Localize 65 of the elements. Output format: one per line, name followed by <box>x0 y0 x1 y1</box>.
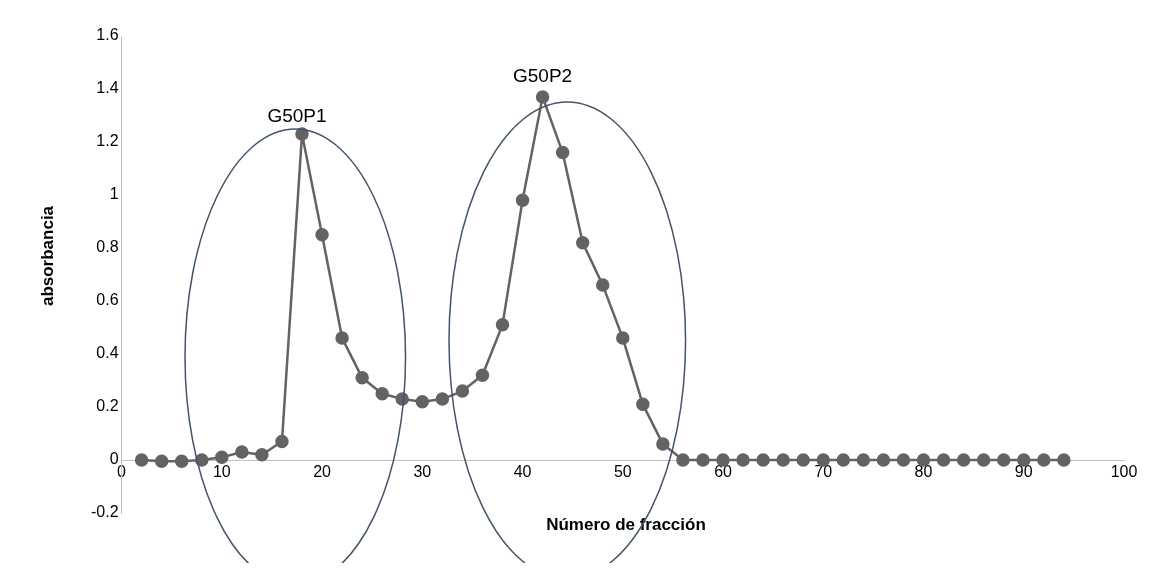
annotation: G50P2 <box>513 64 573 86</box>
point <box>796 453 810 467</box>
point <box>134 453 149 467</box>
point <box>495 318 510 332</box>
point <box>555 145 570 160</box>
point <box>215 450 229 465</box>
point <box>455 384 470 398</box>
y-tick-label: 1 <box>109 185 119 203</box>
y-axis-title: absorbancia <box>38 205 58 306</box>
x-tick-label: 50 <box>613 463 632 481</box>
point <box>856 453 871 467</box>
x-tick-label: 80 <box>914 463 933 481</box>
annotation: G50P1 <box>267 105 327 127</box>
point <box>475 368 490 382</box>
x-tick-label: 10 <box>212 463 231 481</box>
x-tick-label: 60 <box>714 463 733 481</box>
point <box>295 127 309 141</box>
point <box>756 453 770 467</box>
point <box>836 453 851 467</box>
point <box>636 397 650 412</box>
y-tick-label: 0.6 <box>96 291 119 309</box>
point <box>776 453 790 467</box>
point <box>1057 453 1071 467</box>
point <box>315 228 329 242</box>
point <box>896 453 911 467</box>
x-tick-label: 100 <box>1110 463 1138 481</box>
point <box>595 278 610 292</box>
point <box>996 453 1011 467</box>
point <box>656 437 670 451</box>
point <box>1037 453 1051 467</box>
point <box>235 445 249 459</box>
point <box>936 453 951 467</box>
y-tick-label: 0.4 <box>96 344 119 362</box>
point <box>335 331 349 345</box>
x-axis-title: Número de fracción <box>546 515 706 534</box>
point <box>375 387 389 401</box>
point <box>355 371 369 385</box>
point <box>616 331 630 345</box>
x-tick-label: 40 <box>513 463 532 481</box>
point <box>275 434 289 449</box>
x-tick-label: 90 <box>1014 463 1033 481</box>
y-tick-label: 1.4 <box>96 79 119 97</box>
y-tick-label: -0.2 <box>90 503 119 521</box>
point <box>876 453 891 467</box>
point <box>535 90 550 104</box>
y-tick-label: 1.6 <box>96 26 119 44</box>
point <box>255 447 269 462</box>
point <box>575 235 590 250</box>
x-tick-label: 20 <box>313 463 332 481</box>
point <box>174 454 189 469</box>
y-tick-label: 0.2 <box>96 397 119 415</box>
point <box>976 453 991 467</box>
point <box>956 453 971 467</box>
x-tick-label: 30 <box>413 463 432 481</box>
y-tick-label: 1.2 <box>96 132 119 150</box>
point <box>696 453 710 467</box>
point <box>736 453 750 467</box>
point <box>515 193 530 208</box>
y-tick-label: 0 <box>109 450 119 468</box>
x-tick-label: 70 <box>814 463 833 481</box>
point <box>154 454 169 469</box>
point <box>415 394 430 409</box>
point <box>676 453 690 467</box>
point <box>435 392 450 406</box>
y-tick-label: 0.8 <box>96 238 119 256</box>
